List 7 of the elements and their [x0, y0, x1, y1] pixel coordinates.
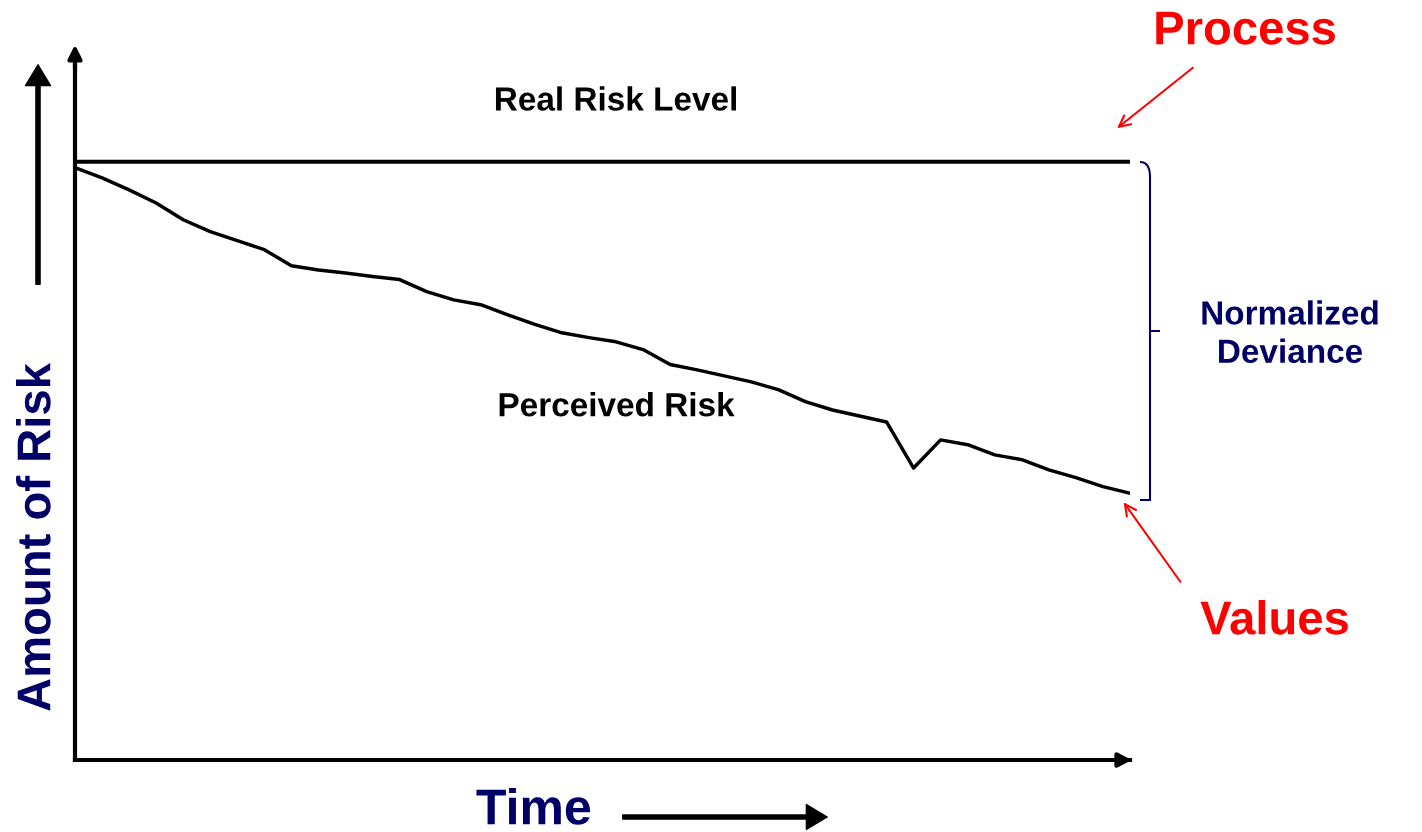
text: Normalized Deviance — [1202, 300, 1378, 364]
x-axis-title: Time — [476, 788, 591, 825]
series-label: Perceived Risk — [499, 392, 735, 417]
text: Values — [1200, 599, 1348, 635]
series-label: Real Risk Level — [495, 86, 736, 111]
text: Process — [1156, 11, 1335, 45]
y-axis-title: Amount of Risk — [15, 363, 51, 711]
